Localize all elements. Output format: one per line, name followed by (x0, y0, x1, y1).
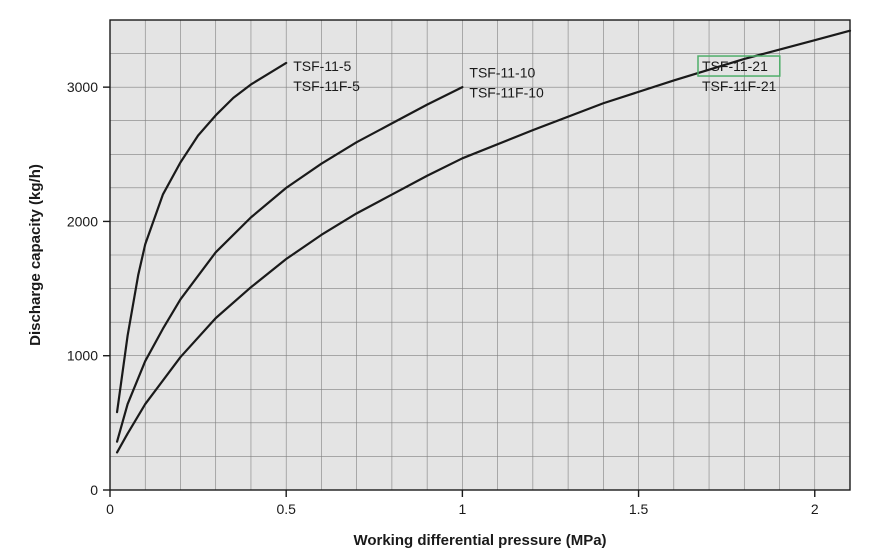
y-tick-label: 0 (90, 482, 98, 498)
series-label: TSF-11-21 (702, 58, 768, 74)
x-tick-label: 0.5 (276, 501, 296, 517)
series-label: TSF-11F-21 (702, 78, 777, 94)
y-tick-label: 2000 (67, 213, 98, 229)
series-label: TSF-11F-5 (293, 78, 360, 94)
x-tick-label: 1 (458, 501, 466, 517)
x-tick-label: 1.5 (629, 501, 649, 517)
series-label: TSF-11-10 (469, 65, 535, 81)
x-tick-label: 2 (811, 501, 819, 517)
y-axis-label: Discharge capacity (kg/h) (27, 164, 44, 346)
series-label: TSF-11-5 (293, 58, 351, 74)
y-tick-label: 3000 (67, 79, 98, 95)
discharge-capacity-chart: TSF-11-5 TSF-11F-5 TSF-11-10 TSF-11F-10 TSF-… (0, 0, 883, 558)
x-axis-label: Working differential pressure (MPa) (353, 532, 606, 549)
y-tick-label: 1000 (67, 348, 98, 364)
x-tick-label: 0 (106, 501, 114, 517)
series-label: TSF-11F-10 (469, 85, 544, 101)
